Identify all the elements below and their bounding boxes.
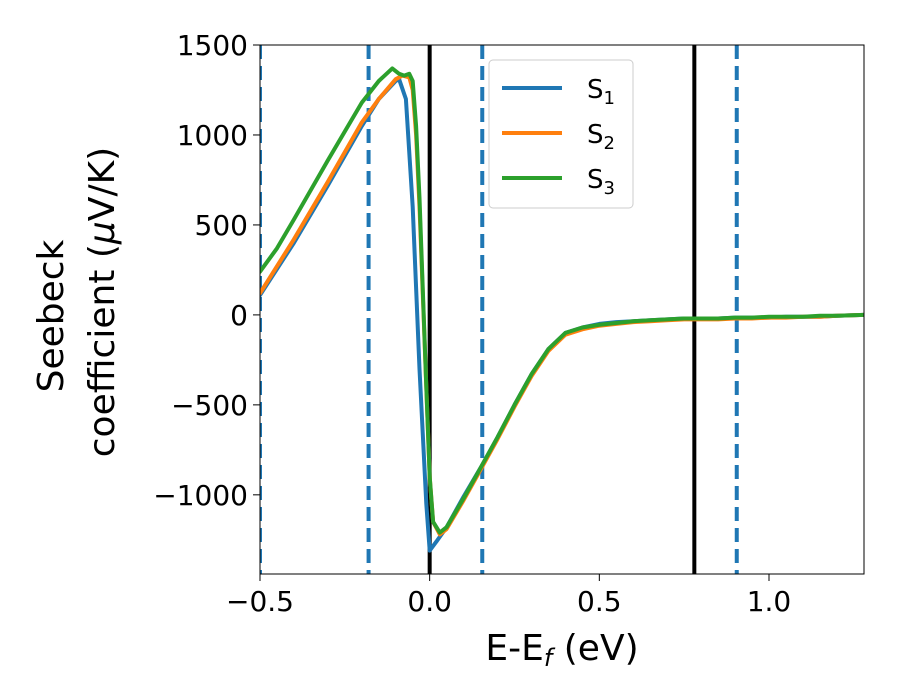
y-tick-label: 0 bbox=[230, 299, 248, 332]
plot-frame bbox=[259, 44, 865, 575]
series-layer bbox=[260, 66, 864, 553]
series-line-3 bbox=[260, 66, 864, 535]
x-tick-label: 0.0 bbox=[407, 585, 452, 618]
x-tick-label: 1.0 bbox=[747, 585, 792, 618]
y-tick-label: 1000 bbox=[177, 119, 248, 152]
x-axis-ticks: −0.5 0.0 0.5 1.0 bbox=[226, 574, 791, 618]
y-axis-title-line1: Seebeck bbox=[31, 239, 72, 392]
y-axis-ticks: −1000 −500 0 500 1000 1500 bbox=[153, 29, 260, 512]
vertical-lines bbox=[260, 45, 739, 574]
legend-label-1: S1 bbox=[587, 75, 615, 109]
y-axis-title-line2: coefficient (μV/K) bbox=[82, 147, 123, 457]
x-tick-label: −0.5 bbox=[226, 585, 294, 618]
y-tick-label: −1000 bbox=[153, 479, 248, 512]
legend-label-3: S3 bbox=[587, 165, 615, 199]
y-tick-label: 1500 bbox=[177, 29, 248, 62]
y-tick-label: 500 bbox=[195, 209, 248, 242]
legend-label-2: S2 bbox=[587, 120, 615, 154]
x-tick-label: 0.5 bbox=[577, 585, 622, 618]
legend: S1 S2 S3 bbox=[488, 59, 634, 209]
x-axis-title: E-Ef (eV) bbox=[485, 628, 638, 672]
y-tick-label: −500 bbox=[171, 389, 248, 422]
